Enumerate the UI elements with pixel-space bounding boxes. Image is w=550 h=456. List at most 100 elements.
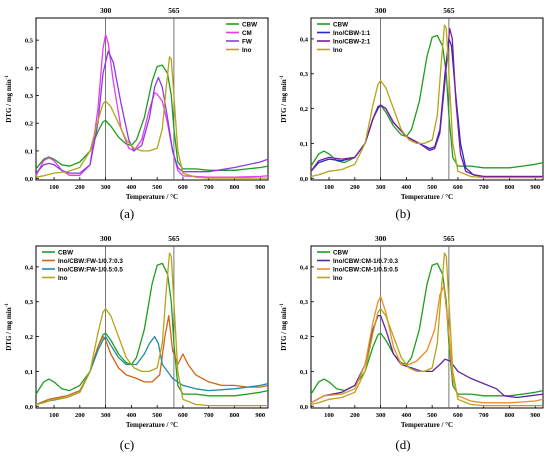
reference-line-label: 565 [443,6,455,15]
series-line-ino [35,252,268,407]
legend-label-cbw: CBW [58,249,73,256]
y-tick-label: 0,1 [300,141,308,148]
series-line-ino [310,24,543,179]
chart-panel-c: 300 565 100 200 300 400 500 600 700 800 900 0,0 0,1 0… [5,234,269,429]
x-tick-label: 900 [255,184,265,191]
series-line-cbw [35,262,269,397]
plot-frame [310,245,544,409]
y-axis-label-text: DTG / mg min [280,79,288,122]
y-tick-label: 0,4 [300,264,309,271]
x-tick-label: 200 [350,412,360,419]
x-tick-label: 100 [324,412,334,419]
x-tick-label: 600 [178,184,188,191]
legend-label-ino: Ino [242,47,252,54]
series-line-ino-cbw-cm-1-0-7-0-3 [310,315,544,404]
y-tick-label: 0,0 [300,404,308,411]
y-tick-label: 0,4 [25,65,34,72]
y-tick-label: 0,1 [25,369,33,376]
x-tick-label: 900 [530,412,540,419]
x-tick-label: 500 [427,412,437,419]
y-tick-label: 0,5 [25,38,34,45]
chart-panel-b: 300 565 100 200 300 400 500 600 700 800 900 0,0 0,1 0… [280,6,544,201]
legend-label-ino-cbw-cm-1-0-7-0-3: Ino/CBW:CM-1/0.7:0.3 [333,258,398,265]
x-tick-label: 600 [453,412,463,419]
series-line-ino-cbw-2-1 [310,27,543,178]
series-line-fw [35,50,269,174]
legend-label-ino-cbw-fw-1-0-7-0-3: Ino/CBW:FW-1/0.7:0.3 [58,258,123,265]
y-axis-label-superscript: -1 [5,75,10,80]
y-tick-label: 0,3 [25,299,34,306]
series-line-ino-cbw-fw-1-0-7-0-3 [35,315,269,406]
series-line-cbw [310,34,544,169]
plot-frame [35,17,269,181]
x-tick-label: 500 [427,184,437,191]
y-axis-label-superscript: -1 [280,75,285,80]
y-tick-label: 0,2 [300,334,308,341]
x-axis-label: Temperature / °C [126,421,178,429]
y-tick-label: 0,2 [25,121,33,128]
y-tick-label: 0,1 [25,148,33,155]
series-line-ino [310,252,543,407]
y-axis-label-text: DTG / mg min [280,307,288,350]
y-tick-label: 0,4 [25,264,34,271]
plot-frame [35,245,269,409]
y-axis-label-text: DTG / mg min [5,307,13,350]
y-tick-label: 0,0 [25,176,33,183]
x-tick-label: 900 [530,184,540,191]
x-tick-label: 300 [376,412,386,419]
reference-line-label: 300 [375,234,387,243]
y-tick-label: 0,3 [300,71,309,78]
x-tick-label: 200 [75,184,85,191]
y-tick-label: 0,0 [25,404,33,411]
x-tick-label: 300 [376,184,386,191]
x-tick-label: 100 [49,184,59,191]
series-line-cbw [35,64,269,171]
y-axis-label: DTG / mg min-1 [280,75,288,123]
legend-label-fw: FW [242,38,252,45]
y-axis-label-text: DTG / mg min [5,79,13,122]
legend-label-ino: Ino [333,47,343,54]
legend-label-ino: Ino [58,275,68,282]
x-tick-label: 200 [350,184,360,191]
chart-panel-d: 300 565 100 200 300 400 500 600 700 800 900 0,0 0,1 0… [280,234,544,429]
x-tick-label: 500 [152,184,162,191]
x-tick-label: 400 [402,412,412,419]
series-line-ino [35,56,268,179]
reference-line-label: 565 [168,6,180,15]
x-tick-label: 600 [178,412,188,419]
legend-label-ino-cbw-cm-1-0-5-0-5: Ino/CBW:CM-1/0.5:0.5 [333,266,398,273]
x-tick-label: 700 [479,184,489,191]
x-tick-label: 800 [505,412,515,419]
x-tick-label: 400 [127,184,137,191]
x-axis-label: Temperature / °C [401,421,453,429]
y-tick-label: 0,4 [300,36,309,43]
y-tick-label: 0,3 [25,93,34,100]
y-tick-label: 0,2 [300,106,308,113]
y-tick-label: 0,1 [300,369,308,376]
legend-label-cm: CM [242,30,252,37]
legend-label-cbw: CBW [242,21,257,28]
x-tick-label: 600 [453,184,463,191]
y-tick-label: 0,2 [25,334,33,341]
panel-caption-c: (c) [119,437,135,452]
panel-caption-b: (b) [395,206,411,221]
reference-line-label: 300 [100,234,112,243]
y-tick-label: 0,3 [300,299,309,306]
reference-line-label: 565 [443,234,455,243]
x-tick-label: 800 [505,184,515,191]
y-tick-label: 0,0 [300,176,308,183]
x-tick-label: 700 [479,412,489,419]
x-axis-label: Temperature / °C [401,193,453,201]
legend-label-ino-cbw-fw-1-0-5-0-5: Ino/CBW:FW-1/0.5:0.5 [58,266,123,273]
legend-label-cbw: CBW [333,21,348,28]
x-axis-label: Temperature / °C [126,193,178,201]
x-tick-label: 400 [402,184,412,191]
y-axis-label: DTG / mg min-1 [5,303,13,351]
y-axis-label: DTG / mg min-1 [280,303,288,351]
x-tick-label: 800 [230,184,240,191]
panel-caption-d: (d) [395,437,411,452]
series-line-cm [35,33,269,178]
x-tick-label: 100 [49,412,59,419]
